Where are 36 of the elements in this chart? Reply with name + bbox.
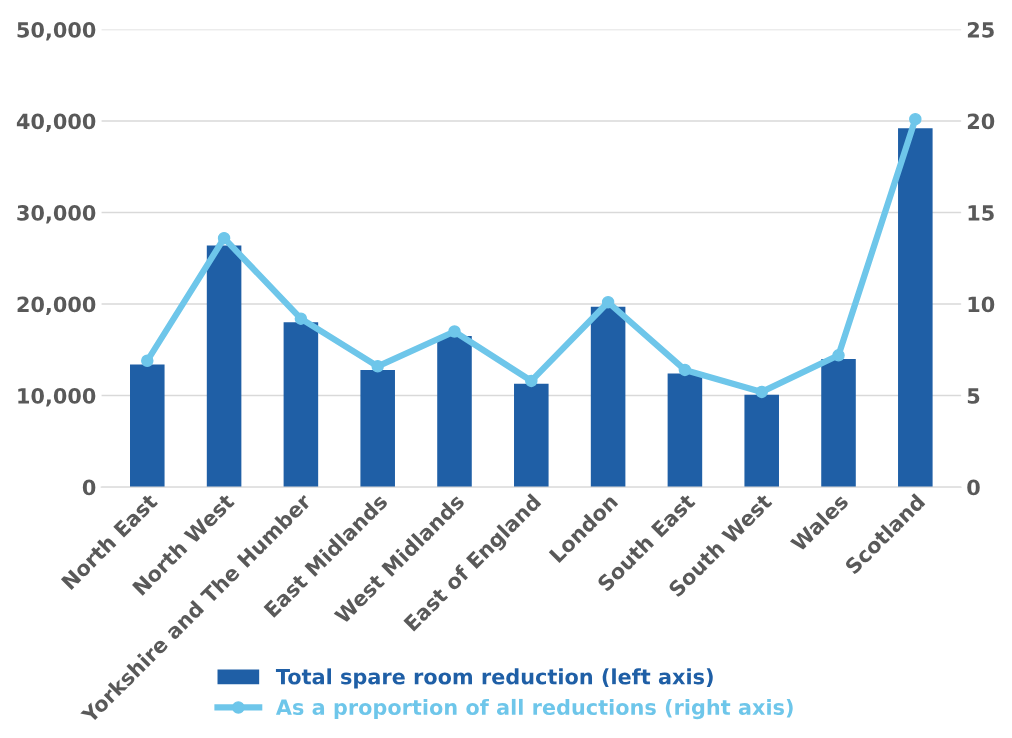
bar [130, 364, 165, 488]
bar [206, 245, 242, 488]
y2-tick-label: 25 [967, 21, 994, 38]
point [601, 295, 615, 309]
point [909, 112, 922, 126]
y-tick-label: 30,000 [17, 205, 96, 224]
y2-tick-label: 20 [967, 113, 995, 130]
bar [283, 322, 319, 488]
bar [514, 383, 549, 488]
bar [744, 394, 779, 488]
bar [590, 306, 626, 488]
legend-label: As a proportion of all reductions (right axis) [275, 698, 793, 720]
legend-label: Total spare room reduction (left axis) [275, 668, 713, 689]
y-tick-label: 0 [82, 479, 96, 496]
bar [821, 358, 856, 488]
point [448, 325, 461, 338]
bar [898, 128, 933, 488]
y-tick-label: 40,000 [16, 113, 96, 132]
y2-tick-label: 5 [967, 388, 980, 404]
bar [360, 369, 395, 488]
bar [667, 373, 703, 488]
y-tick-label: 10,000 [18, 388, 96, 407]
y2-tick-label: 10 [968, 296, 995, 313]
point [371, 360, 384, 373]
point [755, 385, 768, 399]
point [141, 354, 154, 368]
point [217, 231, 231, 245]
y-tick-label: 20,000 [17, 296, 96, 315]
point [294, 312, 308, 325]
y2-tick-label: 15 [968, 205, 994, 221]
point [525, 374, 538, 388]
point [832, 349, 845, 362]
y-tick-label: 50,000 [17, 21, 96, 41]
y2-tick-label: 0 [967, 479, 980, 496]
point [678, 363, 692, 377]
bar [437, 336, 472, 488]
